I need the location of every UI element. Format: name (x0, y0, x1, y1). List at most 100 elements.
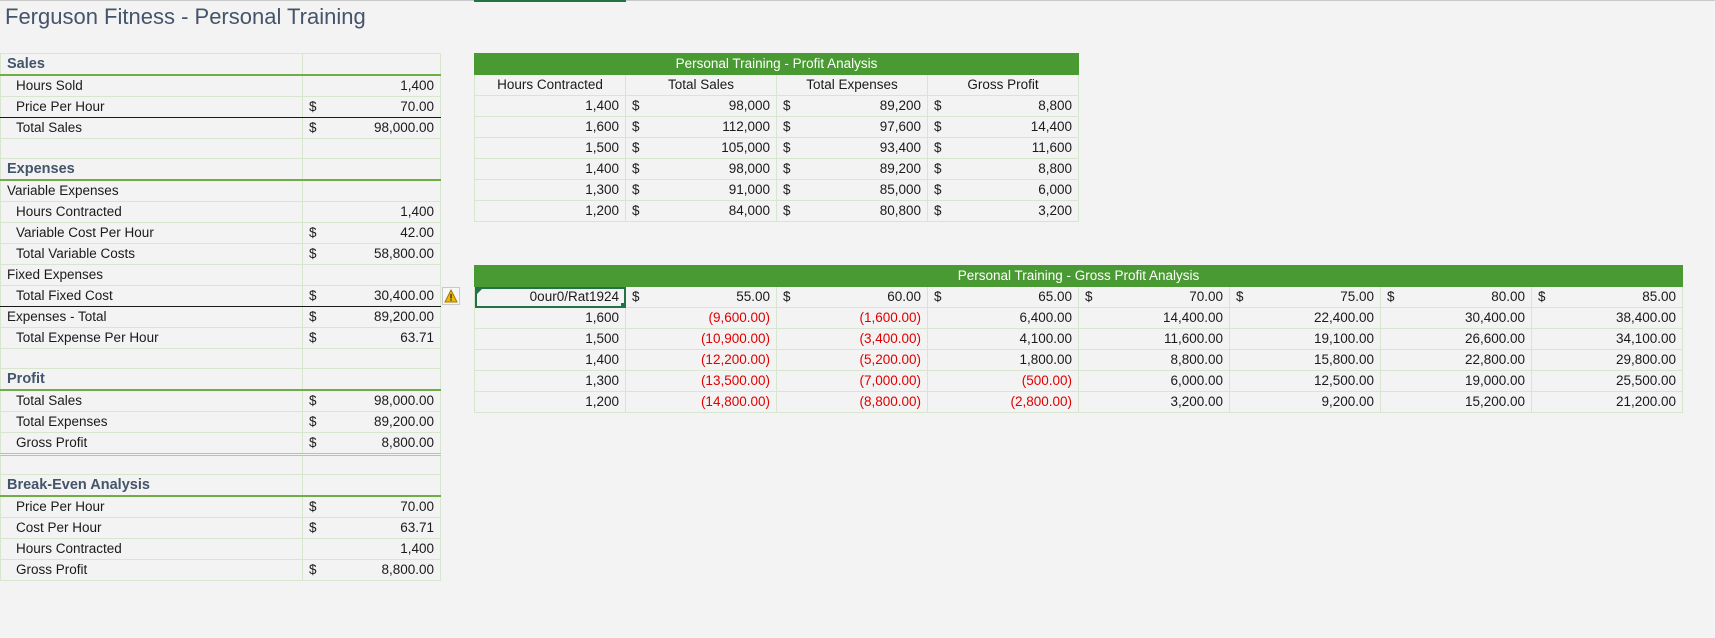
gp-hours-cell[interactable]: 1,400 (474, 349, 626, 371)
breakeven-price-cell[interactable]: $70.00 (302, 495, 441, 518)
price-per-hour-label[interactable]: Price Per Hour (0, 96, 303, 118)
expenses-total-label[interactable]: Expenses - Total (0, 306, 303, 328)
gp-value-cell[interactable]: 21,200.00 (1531, 391, 1683, 413)
pa-cell[interactable]: $84,000 (625, 200, 777, 222)
gp-value-cell[interactable]: 6,400.00 (927, 307, 1079, 329)
pa-col-hours[interactable]: Hours Contracted (474, 74, 626, 96)
gp-value-cell[interactable]: 11,600.00 (1078, 328, 1230, 350)
profit-header[interactable]: Profit (0, 368, 303, 391)
gp-value-cell[interactable]: (9,600.00) (625, 307, 777, 329)
pa-cell[interactable]: $85,000 (776, 179, 928, 201)
pa-cell[interactable]: 1,300 (474, 179, 626, 201)
pa-cell[interactable]: $6,000 (927, 179, 1079, 201)
profit-total-expenses-cell[interactable]: $89,200.00 (302, 411, 441, 433)
variable-cost-cell[interactable]: $42.00 (302, 222, 441, 244)
pa-cell[interactable]: $89,200 (776, 158, 928, 180)
profit-total-sales-cell[interactable]: $98,000.00 (302, 389, 441, 412)
breakeven-gross-cell[interactable]: $8,800.00 (302, 559, 441, 581)
gp-value-cell[interactable]: (10,900.00) (625, 328, 777, 350)
gp-price-cell[interactable]: $80.00 (1380, 286, 1532, 308)
gp-value-cell[interactable]: (13,500.00) (625, 370, 777, 392)
pa-cell[interactable]: $91,000 (625, 179, 777, 201)
pa-cell[interactable]: $89,200 (776, 95, 928, 117)
total-sales-cell[interactable]: $98,000.00 (302, 117, 441, 139)
gp-price-cell[interactable]: $55.00 (625, 286, 777, 308)
pa-cell[interactable]: 1,500 (474, 137, 626, 159)
gp-value-cell[interactable]: 26,600.00 (1380, 328, 1532, 350)
gp-price-cell[interactable]: $65.00 (927, 286, 1079, 308)
gp-value-cell[interactable]: 34,100.00 (1531, 328, 1683, 350)
expenses-header[interactable]: Expenses (0, 158, 303, 181)
gp-price-cell[interactable]: $75.00 (1229, 286, 1381, 308)
hours-sold-value[interactable]: 1,400 (302, 74, 441, 97)
gp-value-cell[interactable]: 15,200.00 (1380, 391, 1532, 413)
total-sales-label[interactable]: Total Sales (0, 117, 303, 139)
gp-value-cell[interactable]: 3,200.00 (1078, 391, 1230, 413)
gp-corner-cell[interactable]: 0our0/Rat1924 (474, 286, 626, 308)
gp-value-cell[interactable]: (8,800.00) (776, 391, 928, 413)
gp-price-cell[interactable]: $70.00 (1078, 286, 1230, 308)
gp-value-cell[interactable]: (12,200.00) (625, 349, 777, 371)
gp-value-cell[interactable]: (14,800.00) (625, 391, 777, 413)
pa-cell[interactable]: $97,600 (776, 116, 928, 138)
gp-value-cell[interactable]: 1,800.00 (927, 349, 1079, 371)
gp-hours-cell[interactable]: 1,300 (474, 370, 626, 392)
pa-cell[interactable]: $3,200 (927, 200, 1079, 222)
profit-total-sales-label[interactable]: Total Sales (0, 389, 303, 412)
variable-expenses-label[interactable]: Variable Expenses (0, 179, 303, 202)
breakeven-hours-label[interactable]: Hours Contracted (0, 538, 303, 560)
gp-value-cell[interactable]: (7,000.00) (776, 370, 928, 392)
profit-total-expenses-label[interactable]: Total Expenses (0, 411, 303, 433)
fixed-expenses-label[interactable]: Fixed Expenses (0, 264, 303, 286)
breakeven-price-label[interactable]: Price Per Hour (0, 495, 303, 518)
pa-cell[interactable]: $14,400 (927, 116, 1079, 138)
gp-value-cell[interactable]: 29,800.00 (1531, 349, 1683, 371)
breakeven-cost-label[interactable]: Cost Per Hour (0, 517, 303, 539)
gp-value-cell[interactable]: 15,800.00 (1229, 349, 1381, 371)
gp-value-cell[interactable]: (500.00) (927, 370, 1079, 392)
pa-cell[interactable]: $93,400 (776, 137, 928, 159)
gp-value-cell[interactable]: 22,400.00 (1229, 307, 1381, 329)
pa-cell[interactable]: $105,000 (625, 137, 777, 159)
total-variable-label[interactable]: Total Variable Costs (0, 243, 303, 265)
gp-value-cell[interactable]: (3,400.00) (776, 328, 928, 350)
total-variable-cell[interactable]: $58,800.00 (302, 243, 441, 265)
gp-hours-cell[interactable]: 1,200 (474, 391, 626, 413)
hours-sold-label[interactable]: Hours Sold (0, 74, 303, 97)
gp-price-cell[interactable]: $85.00 (1531, 286, 1683, 308)
pa-cell[interactable]: $8,800 (927, 95, 1079, 117)
gp-value-cell[interactable]: 22,800.00 (1380, 349, 1532, 371)
gp-value-cell[interactable]: 6,000.00 (1078, 370, 1230, 392)
pa-col-total-sales[interactable]: Total Sales (625, 74, 777, 96)
pa-cell[interactable]: 1,400 (474, 158, 626, 180)
warning-icon[interactable] (442, 287, 460, 305)
gp-hours-cell[interactable]: 1,500 (474, 328, 626, 350)
hours-contracted-value[interactable]: 1,400 (302, 201, 441, 223)
pa-cell[interactable]: $98,000 (625, 158, 777, 180)
total-fixed-cell[interactable]: $30,400.00 (302, 285, 441, 307)
total-expense-hour-label[interactable]: Total Expense Per Hour (0, 327, 303, 349)
gp-value-cell[interactable]: 19,100.00 (1229, 328, 1381, 350)
gp-hours-cell[interactable]: 1,600 (474, 307, 626, 329)
gp-value-cell[interactable]: 30,400.00 (1380, 307, 1532, 329)
gp-value-cell[interactable]: 19,000.00 (1380, 370, 1532, 392)
profit-gross-profit-label[interactable]: Gross Profit (0, 432, 303, 456)
gross-profit-analysis-title[interactable]: Personal Training - Gross Profit Analysi… (474, 265, 1683, 287)
variable-cost-label[interactable]: Variable Cost Per Hour (0, 222, 303, 244)
breakeven-cost-cell[interactable]: $63.71 (302, 517, 441, 539)
breakeven-hours-value[interactable]: 1,400 (302, 538, 441, 560)
gp-value-cell[interactable]: 4,100.00 (927, 328, 1079, 350)
pa-cell[interactable]: $11,600 (927, 137, 1079, 159)
pa-cell[interactable]: 1,600 (474, 116, 626, 138)
total-expense-hour-cell[interactable]: $63.71 (302, 327, 441, 349)
price-per-hour-cell[interactable]: $70.00 (302, 96, 441, 118)
total-fixed-label[interactable]: Total Fixed Cost (0, 285, 303, 307)
gp-value-cell[interactable]: (5,200.00) (776, 349, 928, 371)
pa-col-gross-profit[interactable]: Gross Profit (927, 74, 1079, 96)
pa-col-total-expenses[interactable]: Total Expenses (776, 74, 928, 96)
profit-analysis-title[interactable]: Personal Training - Profit Analysis (474, 53, 1079, 75)
pa-cell[interactable]: $80,800 (776, 200, 928, 222)
breakeven-gross-label[interactable]: Gross Profit (0, 559, 303, 581)
pa-cell[interactable]: $112,000 (625, 116, 777, 138)
gp-value-cell[interactable]: 8,800.00 (1078, 349, 1230, 371)
